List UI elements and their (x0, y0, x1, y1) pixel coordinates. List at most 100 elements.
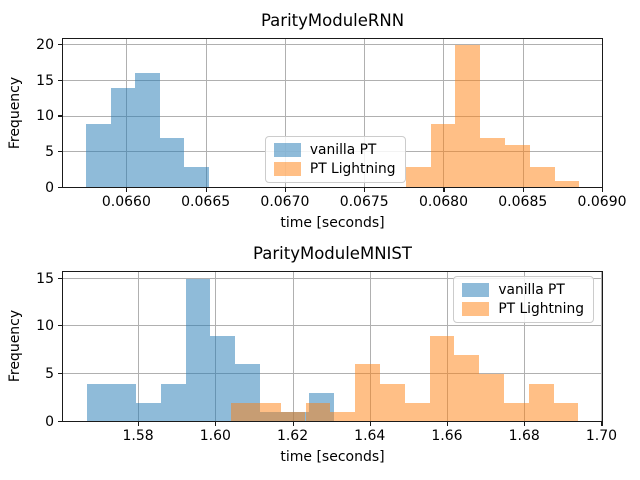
gridline (205, 37, 207, 189)
x-tick-label: 0.0670 (260, 194, 310, 211)
y-tick-label: 0 (45, 413, 54, 430)
hist-bar (159, 138, 185, 189)
tick-mark (446, 421, 449, 426)
hist-bar (405, 166, 431, 189)
x-axis-label: time [seconds] (280, 448, 385, 465)
gridline (522, 37, 524, 189)
pt-lightning-swatch-icon (462, 302, 490, 316)
x-tick-label: 1.64 (354, 427, 386, 444)
tick-mark (58, 187, 62, 189)
tick-mark (58, 372, 62, 375)
vanilla-pt-swatch-icon (273, 143, 301, 157)
ticks-layer: 1.58 1.60 1.62 1.64 1.66 1.68 1.70 0 5 10 15 (36, 271, 617, 444)
hist-bar (86, 123, 111, 189)
hist-bar (111, 383, 137, 422)
gridline (524, 271, 526, 422)
tick-mark (58, 277, 62, 279)
gridline (364, 37, 366, 189)
legend-label: PT Lightning (498, 301, 584, 317)
x-tick-label: 1.70 (585, 427, 618, 444)
y-tick-label: 5 (45, 144, 54, 161)
x-tick-label: 1.62 (276, 427, 309, 444)
plot-parity-module-rnn: 0.0660 0.0665 0.0670 0.0675 0.0680 0.0685 0.06… (7, 11, 627, 232)
legend-entry-vanilla-pt: vanilla PT (273, 141, 396, 158)
hist-bar (255, 402, 281, 422)
tick-mark (58, 325, 62, 327)
hist-bar (528, 383, 554, 422)
hist-bar (479, 374, 504, 422)
hist-bar (404, 402, 430, 422)
x-tick-label: 0.0660 (101, 194, 151, 211)
legend: vanilla PT PT Lightning (264, 135, 406, 183)
chart-title: ParityModuleMNIST (253, 244, 412, 263)
x-tick-label: 0.0675 (339, 194, 389, 211)
hist-bar (231, 402, 256, 422)
legend-label: PT Lightning (309, 160, 396, 177)
hist-bar (553, 402, 579, 422)
tick-mark (58, 420, 62, 422)
tick-mark (292, 421, 294, 426)
hist-bar (184, 166, 209, 189)
tick-mark (138, 421, 140, 426)
y-tick-label: 0 (45, 180, 54, 197)
hist-bar (429, 335, 455, 422)
hist-bar (529, 166, 555, 189)
gridline (292, 271, 294, 422)
legend-entry-pt-lightning: PT Lightning (462, 301, 584, 317)
gridline (284, 37, 286, 189)
gridline (443, 37, 445, 189)
hist-bar (185, 278, 211, 422)
tick-mark (522, 188, 524, 193)
y-tick-label: 5 (45, 366, 54, 382)
chart-title: ParityModuleRNN (260, 10, 405, 30)
hist-bar (330, 412, 356, 422)
x-tick-label: 1.60 (199, 427, 231, 444)
hist-bar (355, 364, 380, 422)
y-tick-label: 10 (36, 108, 54, 125)
legend-label: vanilla PT (309, 141, 377, 158)
x-tick-label: 0.0680 (418, 194, 468, 211)
tick-mark (601, 421, 603, 426)
x-tick-label: 1.68 (508, 427, 540, 444)
legend-entry-pt-lightning: PT Lightning (273, 160, 396, 177)
gridline (62, 277, 603, 279)
hist-bar (305, 402, 331, 422)
hist-bar (454, 354, 480, 422)
hist-bar (210, 335, 236, 422)
hist-bar (480, 138, 505, 189)
tick-mark (443, 188, 445, 193)
gridline (62, 115, 603, 117)
tick-mark (524, 421, 526, 426)
x-tick-label: 1.66 (431, 427, 463, 444)
hist-bar (379, 383, 405, 422)
tick-mark (364, 188, 366, 193)
legend-entry-vanilla-pt: vanilla PT (462, 282, 584, 298)
x-tick-label: 0.0685 (498, 194, 548, 211)
hist-bar (110, 87, 136, 189)
y-tick-label: 15 (36, 270, 54, 287)
hist-bar (160, 383, 186, 422)
plot-parity-module-mnist: 1.58 1.60 1.62 1.64 1.66 1.68 1.70 0 5 10 15 Parit… (7, 244, 617, 465)
x-tick-label: 1.58 (122, 427, 154, 444)
vanilla-pt-swatch-icon (462, 283, 490, 297)
tick-mark (58, 115, 62, 117)
hist-bar (504, 145, 530, 189)
pt-lightning-swatch-icon (273, 162, 301, 176)
gridline (601, 271, 603, 422)
x-axis-label: time [seconds] (280, 215, 385, 232)
ticks-layer: 0.0660 0.0665 0.0670 0.0675 0.0680 0.0685 0.06… (36, 37, 626, 211)
tick-mark (58, 151, 62, 153)
bars-layer (62, 271, 603, 422)
hist-bar (455, 44, 481, 189)
x-tick-label: 0.0690 (577, 194, 627, 211)
y-tick-label: 10 (36, 318, 54, 335)
x-tick-label: 0.0665 (181, 194, 231, 211)
tick-mark (602, 188, 604, 193)
gridline (369, 271, 371, 422)
legend: vanilla PT PT Lightning (453, 276, 594, 323)
bars-layer (62, 38, 603, 189)
hist-bar (554, 181, 580, 189)
tick-mark (284, 188, 287, 193)
hist-bar (430, 123, 456, 189)
